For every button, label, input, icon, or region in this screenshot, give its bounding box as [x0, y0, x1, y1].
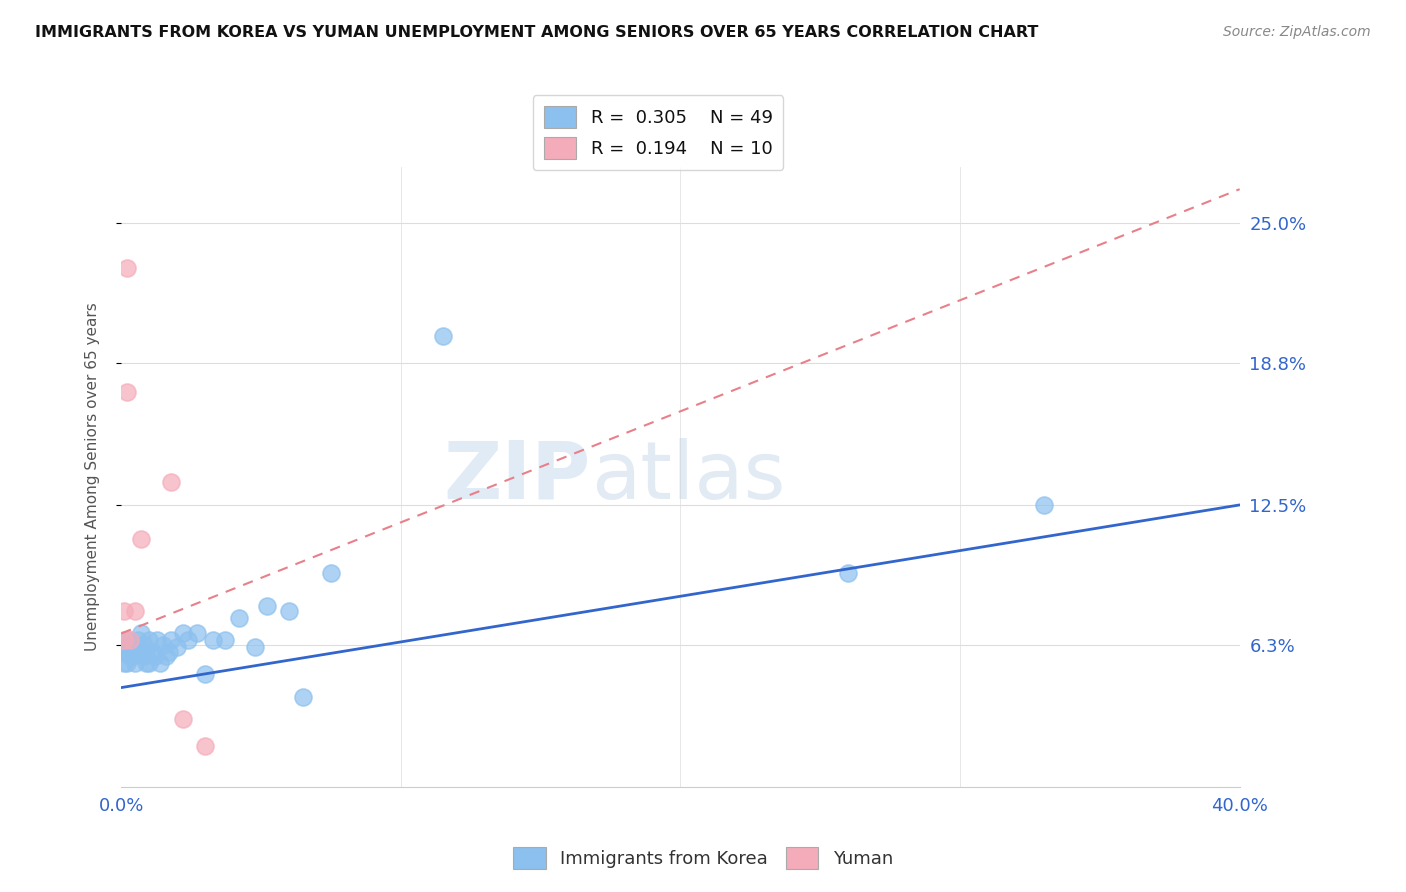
Point [194, 739, 217, 754]
Point [118, 633, 141, 648]
Point [149, 656, 172, 670]
Point [118, 633, 141, 648]
Point [172, 712, 194, 726]
Point [132, 648, 155, 663]
Point [112, 644, 135, 658]
Point [143, 648, 166, 663]
Point [177, 633, 200, 648]
Point [135, 644, 157, 658]
Point [124, 604, 146, 618]
Point [124, 656, 146, 670]
Text: Source: ZipAtlas.com: Source: ZipAtlas.com [1223, 25, 1371, 39]
Text: ZIP: ZIP [444, 438, 591, 516]
Point [121, 648, 143, 663]
Point [115, 385, 138, 400]
Point [112, 633, 135, 648]
Legend: Immigrants from Korea, Yuman: Immigrants from Korea, Yuman [506, 839, 900, 876]
Point [186, 626, 208, 640]
Point [115, 633, 138, 648]
Point [146, 633, 169, 648]
Point [121, 644, 143, 658]
Point [129, 644, 152, 658]
Point [160, 633, 183, 648]
Point [124, 638, 146, 652]
Point [127, 633, 149, 648]
Point [112, 656, 135, 670]
Point [118, 648, 141, 663]
Point [118, 644, 141, 658]
Legend: R =  0.305    N = 49, R =  0.194    N = 10: R = 0.305 N = 49, R = 0.194 N = 10 [533, 95, 783, 169]
Y-axis label: Unemployment Among Seniors over 65 years: Unemployment Among Seniors over 65 years [86, 302, 100, 651]
Point [319, 566, 342, 580]
Point [214, 633, 236, 648]
Point [127, 644, 149, 658]
Point [228, 610, 250, 624]
Point [256, 599, 278, 614]
Point [127, 644, 149, 658]
Point [202, 633, 225, 648]
Point [112, 604, 135, 618]
Point [160, 475, 183, 490]
Point [1032, 498, 1054, 512]
Point [138, 633, 160, 648]
Text: IMMIGRANTS FROM KOREA VS YUMAN UNEMPLOYMENT AMONG SENIORS OVER 65 YEARS CORRELAT: IMMIGRANTS FROM KOREA VS YUMAN UNEMPLOYM… [35, 25, 1039, 40]
Point [129, 532, 152, 546]
Point [432, 328, 454, 343]
Point [115, 640, 138, 654]
Point [115, 656, 138, 670]
Point [138, 656, 160, 670]
Point [132, 638, 155, 652]
Point [152, 638, 174, 652]
Point [291, 690, 314, 704]
Point [172, 626, 194, 640]
Point [837, 566, 859, 580]
Point [157, 644, 180, 658]
Point [245, 640, 267, 654]
Point [129, 626, 152, 640]
Point [135, 656, 157, 670]
Text: atlas: atlas [591, 438, 786, 516]
Point [141, 644, 163, 658]
Point [124, 644, 146, 658]
Point [277, 604, 299, 618]
Point [121, 638, 143, 652]
Point [115, 261, 138, 276]
Point [166, 640, 188, 654]
Point [194, 667, 217, 681]
Point [155, 648, 177, 663]
